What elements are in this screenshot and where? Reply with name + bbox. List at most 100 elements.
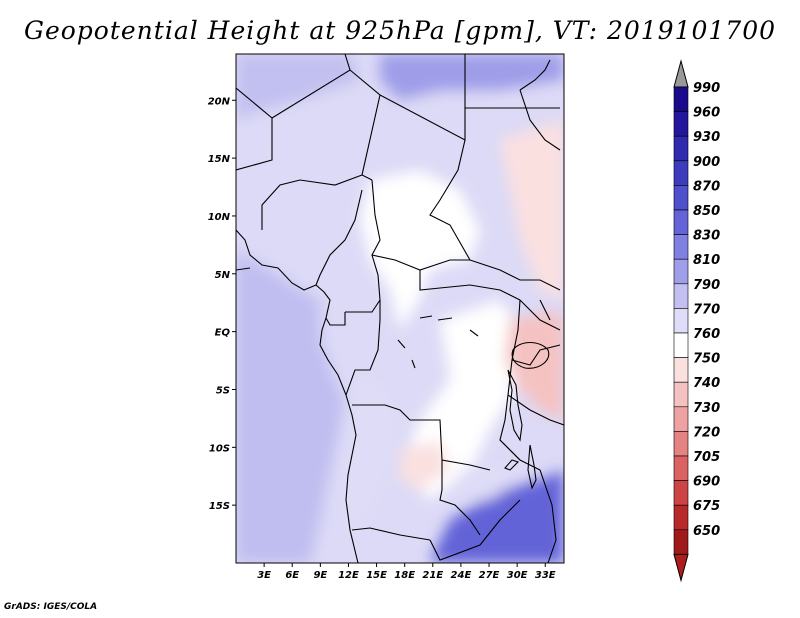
x-tick-label: 15E — [366, 570, 387, 581]
colorbar-swatch — [673, 160, 689, 186]
colorbar-label: 930 — [693, 130, 720, 145]
colorbar-swatch — [673, 406, 689, 432]
border-chad-sudan — [429, 139, 471, 261]
lake-tanganyika — [507, 369, 523, 442]
region-angola-coast — [340, 380, 400, 540]
y-tick-label: 15N — [208, 154, 231, 165]
red-sea-coast — [519, 59, 551, 91]
colorbar-swatch — [673, 308, 689, 334]
colorbar-label: 740 — [693, 376, 720, 391]
x-tick-label: 27E — [479, 570, 500, 581]
region-south-interior-light — [460, 460, 520, 500]
colorbar-swatch — [673, 234, 689, 260]
x-tick-label: 9E — [313, 570, 327, 581]
border-chad-car — [371, 179, 470, 271]
colorbar-label: 850 — [693, 204, 720, 219]
y-tick-label: 5N — [215, 270, 231, 281]
colorbar-label: 770 — [693, 302, 720, 317]
colorbar-swatch — [673, 86, 689, 112]
colorbar-label: 650 — [693, 524, 720, 539]
colorbar-label: 730 — [693, 401, 720, 416]
river-congo — [397, 315, 479, 369]
colorbar-label: 790 — [693, 278, 720, 293]
border-sudan-ethiopia — [519, 89, 561, 151]
colorbar-swatch — [673, 504, 689, 531]
region-sudan-highlands — [500, 120, 564, 300]
region-southeast-pink — [400, 440, 450, 490]
map-field — [236, 54, 564, 563]
y-tick-label: 20N — [208, 96, 231, 107]
coastline — [236, 229, 359, 563]
border-congo-drc — [345, 300, 381, 396]
x-tick-label: 18E — [394, 570, 415, 581]
border-drc-angola — [352, 404, 491, 471]
colorbar-swatch — [673, 209, 689, 235]
colorbar-label: 750 — [693, 352, 720, 367]
x-tick-label: 33E — [535, 570, 556, 581]
colorbar-label: 830 — [693, 229, 720, 244]
colorbar-label: 720 — [693, 425, 720, 440]
x-tick-label: 21E — [422, 570, 443, 581]
colorbar-under-arrow — [673, 553, 689, 583]
border-nigeria-cameroon — [315, 189, 363, 286]
x-tick-label: 3E — [257, 570, 271, 581]
x-tick-label: 30E — [507, 570, 528, 581]
border-south-sudan — [469, 259, 561, 291]
colorbar-label: 690 — [693, 475, 720, 490]
border-kenya-uganda — [519, 299, 561, 331]
colorbar-swatch — [673, 381, 689, 408]
region-northeast-high — [380, 54, 564, 100]
colorbar-swatch — [673, 455, 689, 481]
border-south-1 — [429, 499, 521, 561]
colorbar-label: 760 — [693, 327, 720, 342]
y-tick-label: 10S — [209, 443, 230, 454]
border-angola-namibia — [351, 527, 431, 541]
country-borders — [236, 54, 564, 563]
colorbar-swatch — [673, 135, 689, 162]
colorbar-label: 900 — [693, 155, 720, 170]
x-axis: 3E 6E 9E 12E 15E 18E 21E 24E 27E 30E 33E — [257, 563, 556, 581]
border-mozambique — [499, 439, 557, 563]
plot-frame — [235, 53, 565, 564]
y-tick-label: 10N — [208, 212, 231, 223]
border-n1 — [236, 87, 273, 171]
y-axis: 20N 15N 10N 5N EQ 5S 10S 15S — [208, 96, 236, 512]
colorbar-label: 675 — [693, 499, 720, 514]
colorbar-label: 870 — [693, 179, 720, 194]
region-congo-interior — [360, 170, 480, 330]
colorbar-swatch — [673, 332, 689, 358]
colorbar-swatch — [673, 258, 689, 285]
region-rift-lakes — [505, 310, 564, 420]
colorbar-label: 705 — [693, 450, 720, 465]
lake-kariba — [504, 459, 520, 471]
colorbar-swatch — [673, 480, 689, 506]
lake-victoria — [511, 341, 550, 369]
chart-title: Geopotential Height at 925hPa [gpm], VT:… — [23, 16, 777, 45]
colorbar-swatch — [673, 357, 689, 383]
border-car-drc — [419, 270, 521, 301]
colorbar-swatch — [673, 283, 689, 309]
colorbar-swatch — [673, 529, 689, 555]
y-tick-label: 5S — [216, 385, 230, 396]
colorbar-swatch — [673, 111, 689, 137]
x-tick-label: 24E — [451, 570, 472, 581]
border-congo — [325, 312, 346, 326]
region-south-high — [430, 470, 564, 563]
border-angola-zambia — [439, 460, 481, 536]
border-small-1 — [236, 267, 251, 271]
border-n3 — [344, 54, 351, 71]
colorbar: 990 960 930 900 870 850 830 810 790 770 760 750 740 7… — [673, 59, 720, 583]
colorbar-label: 990 — [693, 81, 720, 96]
colorbar-label: 960 — [693, 106, 720, 121]
colorbar-label: 810 — [693, 253, 720, 268]
colorbar-over-arrow — [673, 59, 689, 88]
border-nigeria — [261, 174, 363, 230]
x-tick-label: 6E — [285, 570, 299, 581]
y-tick-label: 15S — [209, 501, 230, 512]
y-tick-label: EQ — [215, 328, 231, 339]
border-tanzania — [507, 394, 564, 426]
region-northwest — [236, 54, 360, 120]
border-rwanda-burundi — [511, 344, 561, 366]
colorbar-swatch — [673, 431, 689, 457]
